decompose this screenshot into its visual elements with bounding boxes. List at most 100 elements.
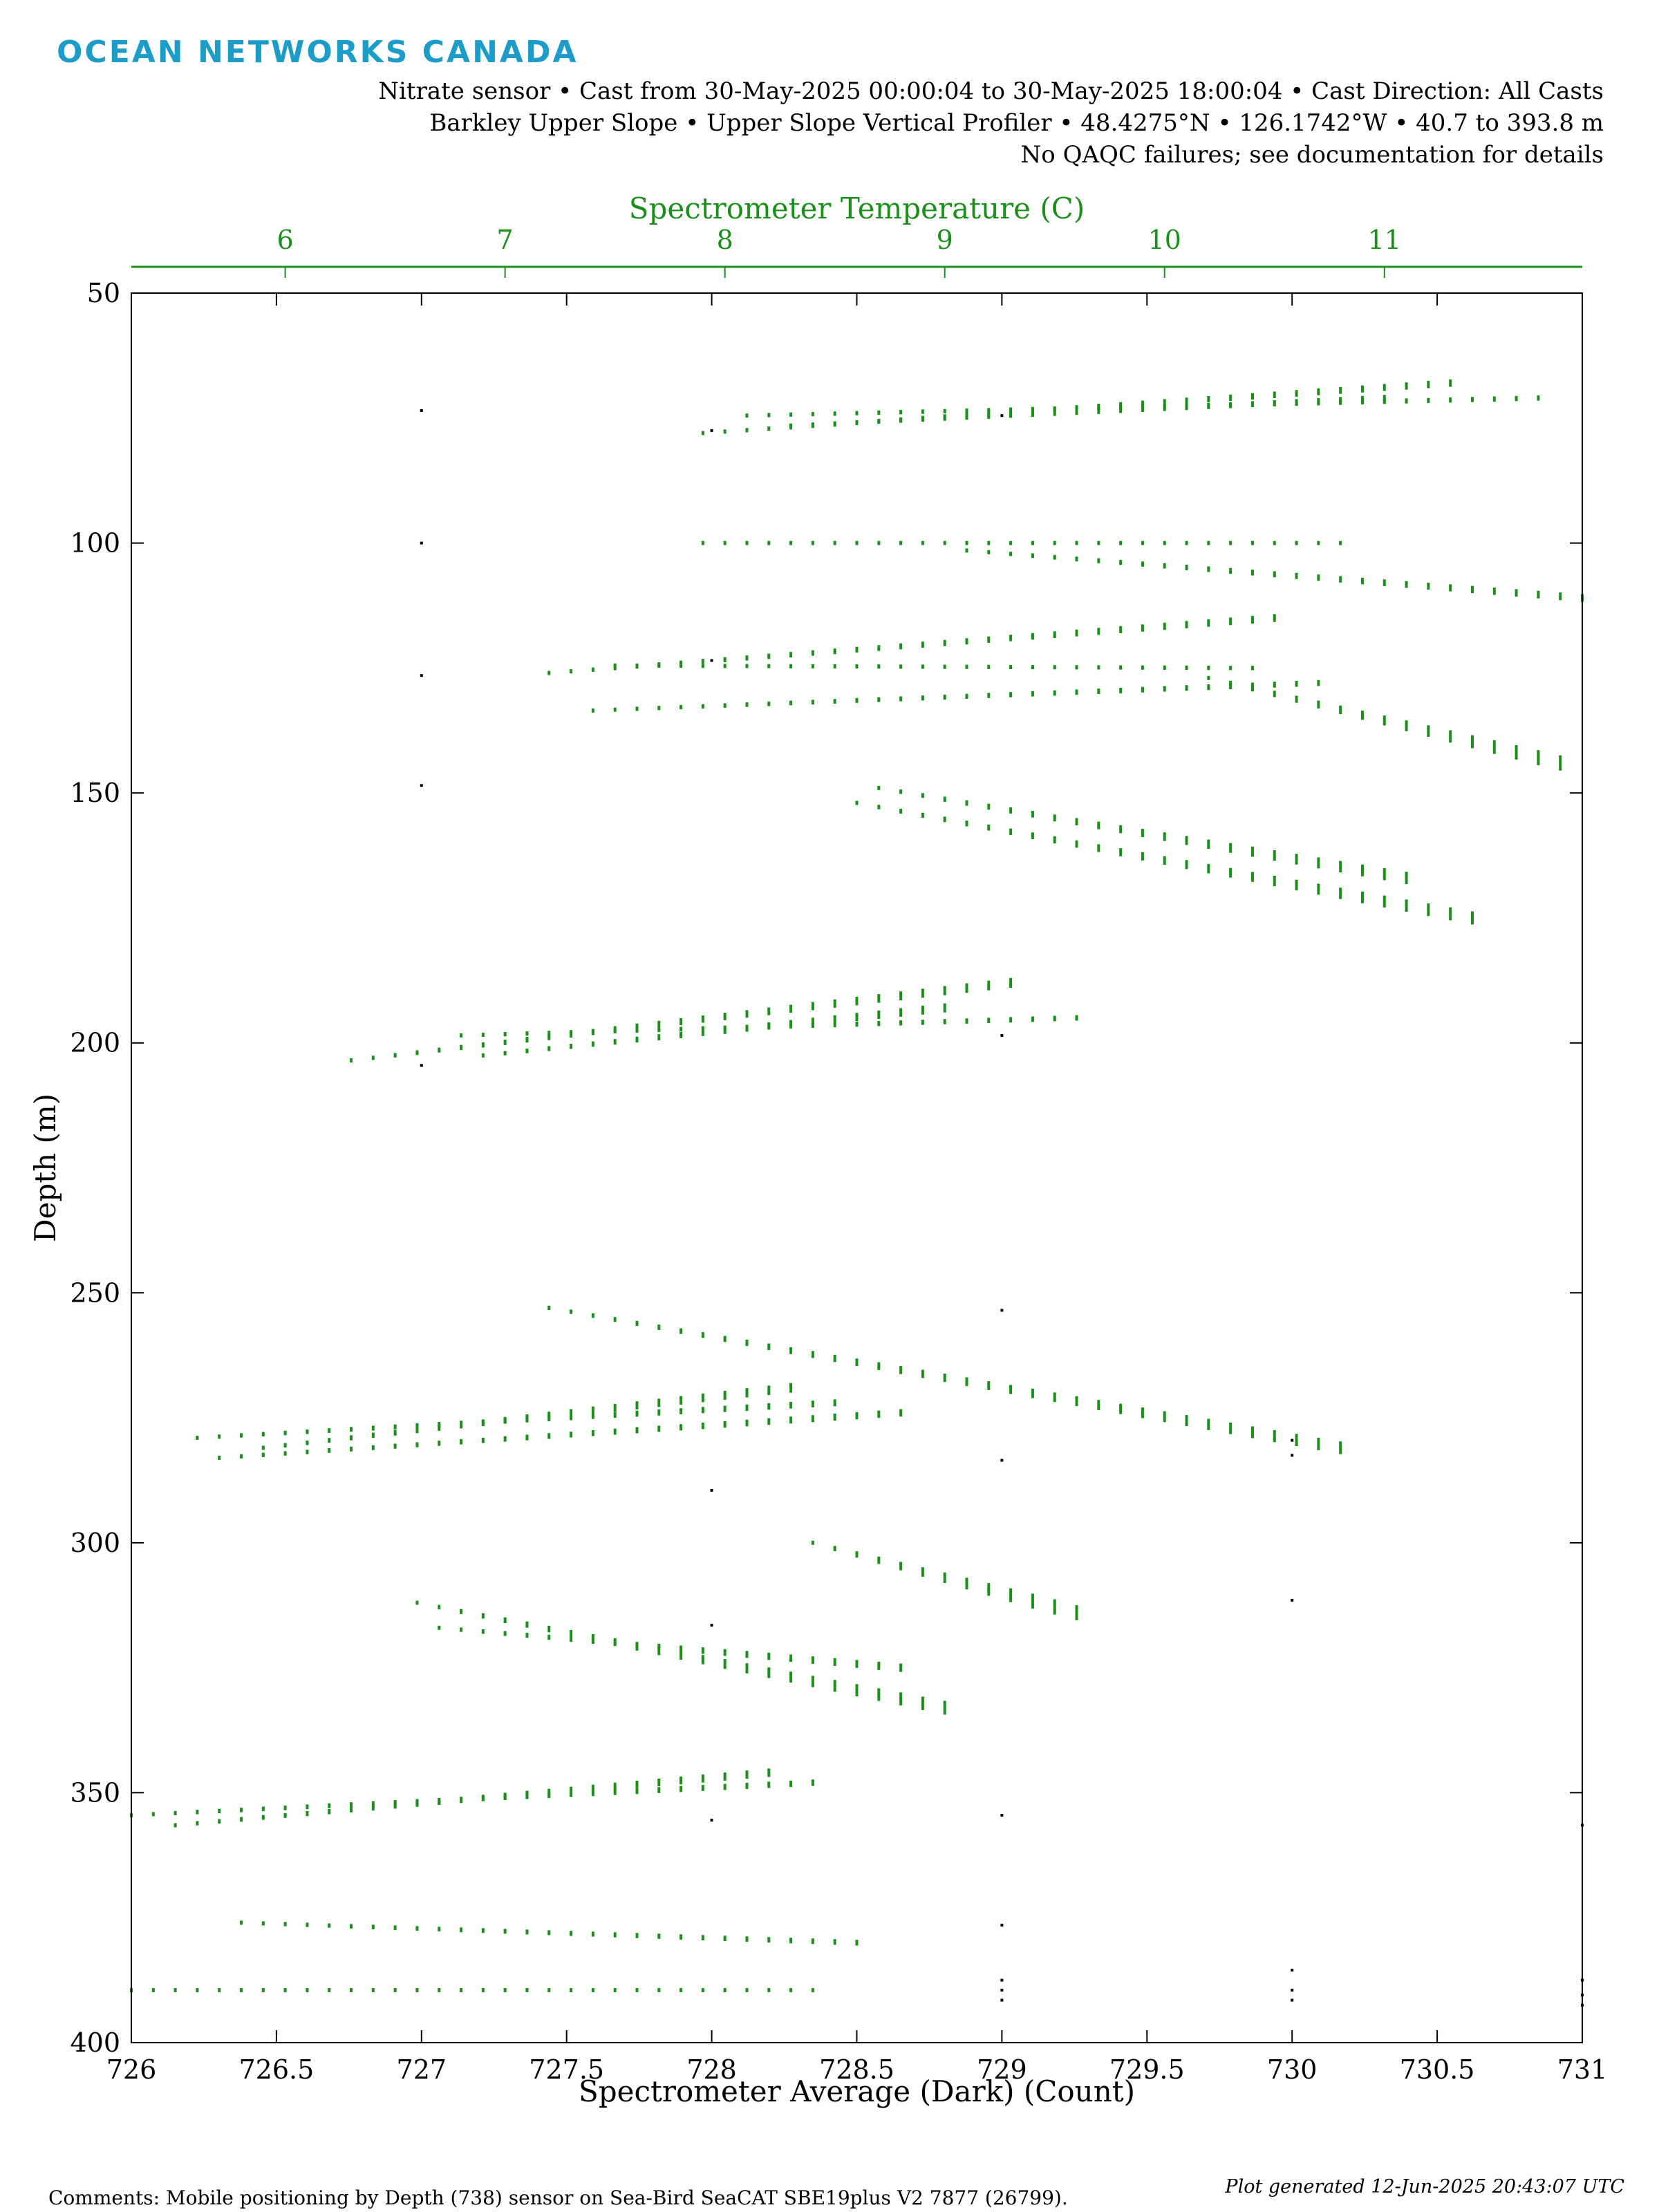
temperature-point xyxy=(547,1412,551,1419)
temperature-point xyxy=(811,422,814,427)
temperature-point xyxy=(679,1031,683,1038)
temperature-point xyxy=(613,1403,617,1412)
temperature-point xyxy=(723,1421,727,1428)
temperature-point xyxy=(1250,393,1254,400)
temperature-point xyxy=(547,1930,551,1936)
temperature-point xyxy=(1427,582,1430,590)
temperature-point xyxy=(1295,879,1298,891)
temperature-point xyxy=(701,1029,704,1036)
temperature-point xyxy=(833,1414,836,1421)
temperature-point xyxy=(1515,744,1518,760)
temperature-point xyxy=(1207,619,1210,627)
temperature-point xyxy=(525,1434,529,1441)
temperature-point xyxy=(745,1651,749,1658)
temperature-point xyxy=(1031,665,1034,670)
temperature-point xyxy=(679,1424,683,1431)
plot-generated-timestamp: Plot generated 12-Jun-2025 20:43:07 UTC xyxy=(1225,2176,1624,2197)
temperature-point xyxy=(240,1817,243,1822)
temperature-point xyxy=(1449,730,1452,743)
temperature-point xyxy=(921,1567,924,1577)
temperature-point xyxy=(745,1024,749,1032)
temperature-point xyxy=(679,1777,683,1785)
temperature-point xyxy=(921,409,924,414)
average-count-point xyxy=(710,429,713,432)
temperature-point xyxy=(591,1313,594,1318)
temperature-point xyxy=(965,664,968,669)
temperature-point xyxy=(613,1029,617,1033)
temperature-point xyxy=(1075,556,1078,562)
temperature-point xyxy=(789,664,793,668)
average-count-point xyxy=(710,1819,713,1822)
temperature-point xyxy=(767,1652,771,1660)
temperature-point xyxy=(921,812,924,818)
temperature-point xyxy=(328,1803,331,1808)
temperature-point xyxy=(1405,382,1408,390)
temperature-point xyxy=(899,664,903,669)
temperature-point xyxy=(855,1013,859,1022)
temperature-point xyxy=(1559,592,1562,601)
temperature-point xyxy=(811,1002,814,1011)
temperature-point xyxy=(1273,850,1276,861)
temperature-point xyxy=(591,1413,594,1419)
temperature-point xyxy=(1250,666,1254,671)
temperature-point xyxy=(283,1430,287,1436)
temperature-point xyxy=(503,1039,507,1045)
temperature-point xyxy=(1097,1400,1100,1410)
temperature-point xyxy=(1250,401,1254,407)
temperature-point xyxy=(877,1661,881,1670)
temperature-point xyxy=(438,1425,441,1431)
temperature-point xyxy=(635,663,639,668)
temperature-point xyxy=(503,1416,507,1424)
temperature-point xyxy=(1360,891,1364,903)
temperature-point xyxy=(767,1022,771,1030)
temperature-point xyxy=(481,1988,485,1993)
temperature-point xyxy=(547,1046,551,1051)
temperature-point xyxy=(723,429,727,434)
x2-tick-label: 8 xyxy=(717,225,733,255)
temperature-point xyxy=(1492,587,1496,595)
temperature-point xyxy=(1470,585,1474,594)
temperature-point xyxy=(811,700,814,705)
temperature-point xyxy=(1295,854,1298,865)
average-count-point xyxy=(710,1624,713,1627)
temperature-point xyxy=(1339,576,1342,583)
temperature-point xyxy=(811,1022,814,1028)
temperature-point xyxy=(371,1988,375,1993)
temperature-point xyxy=(1119,559,1123,565)
temperature-point xyxy=(965,638,968,645)
temperature-point xyxy=(1427,903,1430,917)
temperature-point xyxy=(525,1031,529,1036)
temperature-point xyxy=(1141,1407,1144,1418)
temperature-point xyxy=(1119,825,1123,834)
temperature-point xyxy=(877,541,881,545)
temperature-point xyxy=(1053,1599,1056,1615)
temperature-point xyxy=(855,541,859,545)
temperature-point xyxy=(679,1408,683,1415)
y-tick-label: 300 xyxy=(70,1528,120,1558)
temperature-point xyxy=(1273,614,1276,622)
temperature-point xyxy=(833,541,836,545)
temperature-point xyxy=(789,1654,793,1662)
temperature-point xyxy=(1185,564,1188,570)
temperature-point xyxy=(1119,402,1123,409)
temperature-point xyxy=(1075,409,1078,415)
temperature-point xyxy=(570,1030,573,1035)
temperature-point xyxy=(1031,832,1034,840)
temperature-point xyxy=(833,999,836,1008)
temperature-point xyxy=(591,1430,594,1436)
temperature-point xyxy=(855,664,859,669)
temperature-point xyxy=(987,541,991,545)
temperature-point xyxy=(218,1434,221,1439)
header-line-sensor-cast: Nitrate sensor • Cast from 30-May-2025 0… xyxy=(378,77,1604,105)
temperature-point xyxy=(1273,876,1276,886)
temperature-point xyxy=(1295,695,1298,703)
temperature-point xyxy=(877,697,881,702)
temperature-point xyxy=(987,1381,991,1390)
temperature-point xyxy=(921,1020,924,1025)
temperature-point xyxy=(1559,755,1562,771)
temperature-point xyxy=(415,1926,419,1931)
temperature-point xyxy=(415,1050,419,1056)
temperature-point xyxy=(679,1988,683,1993)
temperature-point xyxy=(570,1931,573,1936)
temperature-point xyxy=(701,704,704,709)
